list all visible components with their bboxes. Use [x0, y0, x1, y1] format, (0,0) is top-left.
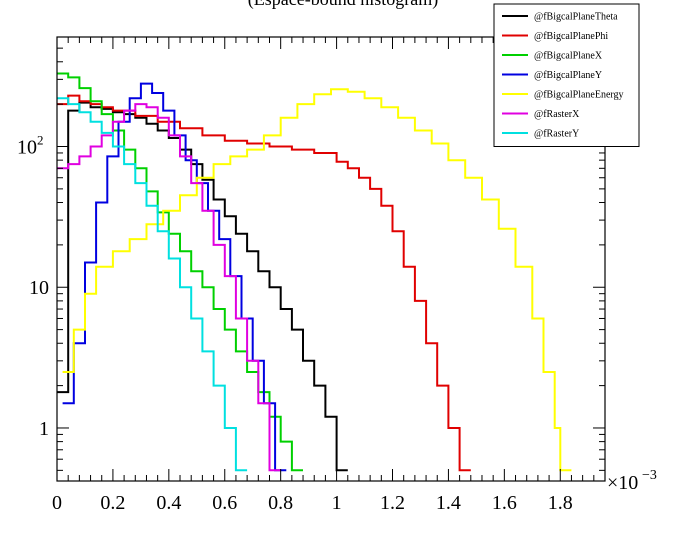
series-line-1 [57, 94, 471, 472]
series-line-0 [57, 101, 348, 472]
x-tick-label: 1 [332, 492, 342, 514]
x-tick-label: 0.2 [100, 492, 125, 514]
series-layer [57, 72, 572, 472]
legend-label-4: @fBigcalPlaneEnergy [534, 90, 624, 101]
x-tick-label: 0.4 [156, 492, 181, 514]
x-tick-label: 1.4 [436, 492, 461, 514]
x-tick-label: 0.6 [212, 492, 237, 514]
y-tick-label: 1 [39, 418, 49, 440]
legend: @fBigcalPlaneTheta @fBigcalPlanePhi @fBigc… [493, 3, 640, 147]
chart-title: (Espace-bound histogram) [248, 0, 438, 10]
axis-layer: 00.20.40.60.811.21.41.61.8×10−3110102(Es… [17, 0, 657, 514]
legend-label-6: @fRasterY [534, 129, 579, 140]
series-line-4 [62, 88, 572, 472]
x-tick-label: 0 [52, 492, 62, 514]
x-tick-label: 1.8 [548, 492, 573, 514]
x-tick-label: 0.8 [268, 492, 293, 514]
x-exponent-power: −3 [642, 468, 657, 483]
x-exponent-label: ×10 [607, 472, 638, 494]
x-tick-label: 1.6 [492, 492, 517, 514]
plot-frame [56, 36, 606, 482]
legend-label-0: @fBigcalPlaneTheta [534, 12, 618, 23]
y-tick-label: 10 [17, 137, 37, 159]
legend-label-5: @fRasterX [534, 109, 580, 120]
x-tick-label: 1.2 [380, 492, 405, 514]
y-tick-exponent: 2 [37, 133, 44, 148]
legend-label-3: @fBigcalPlaneY [534, 70, 602, 81]
y-tick-label: 10 [29, 277, 49, 299]
legend-label-2: @fBigcalPlaneX [534, 51, 603, 62]
series-line-5 [57, 103, 281, 472]
legend-label-1: @fBigcalPlanePhi [534, 31, 608, 42]
series-line-6 [57, 97, 248, 472]
